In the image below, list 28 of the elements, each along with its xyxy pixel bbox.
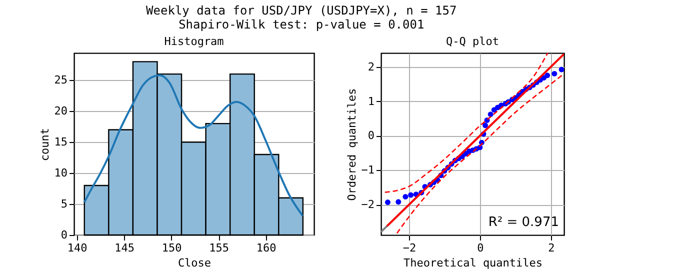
y-tick-label: 10 xyxy=(54,166,68,180)
x-axis-title: Theoretical quantiles xyxy=(403,256,543,270)
x-tick-label: 0 xyxy=(477,242,484,254)
y-tick-label: −2 xyxy=(361,198,374,212)
text: Shapiro-Wilk test: p-value = 0.001 xyxy=(178,17,424,32)
y-tick-label: 1 xyxy=(368,94,374,108)
chart-title: Q-Q plot xyxy=(446,35,499,48)
y-tick-label: 5 xyxy=(60,198,68,211)
x-tick-label: 145 xyxy=(114,242,135,254)
y-axis-title: count xyxy=(38,128,52,162)
y-tick-label: 25 xyxy=(54,74,68,87)
x-tick-label: 160 xyxy=(256,242,276,254)
x-tick-label: −2 xyxy=(402,242,416,254)
x-tick-label: 140 xyxy=(67,242,88,254)
text: Weekly data for USD/JPY (USDJPY=X), n = 157 xyxy=(146,3,457,18)
x-tick-label: 155 xyxy=(209,242,230,254)
chart-title: Histogram xyxy=(164,35,224,48)
annotation: R² = 0.971 xyxy=(488,215,559,230)
y-tick-label: 15 xyxy=(54,136,68,149)
y-tick-label: 20 xyxy=(54,104,68,118)
y-tick-label: 2 xyxy=(368,60,374,74)
y-tick-label: 0 xyxy=(368,129,374,142)
x-tick-label: 2 xyxy=(548,242,555,254)
y-tick-label: 0 xyxy=(60,228,68,242)
y-tick-label: −1 xyxy=(361,164,374,177)
x-axis-title: Close xyxy=(178,256,212,270)
y-axis-title: Ordered quantiles xyxy=(345,88,358,201)
x-tick-label: 150 xyxy=(162,242,182,254)
